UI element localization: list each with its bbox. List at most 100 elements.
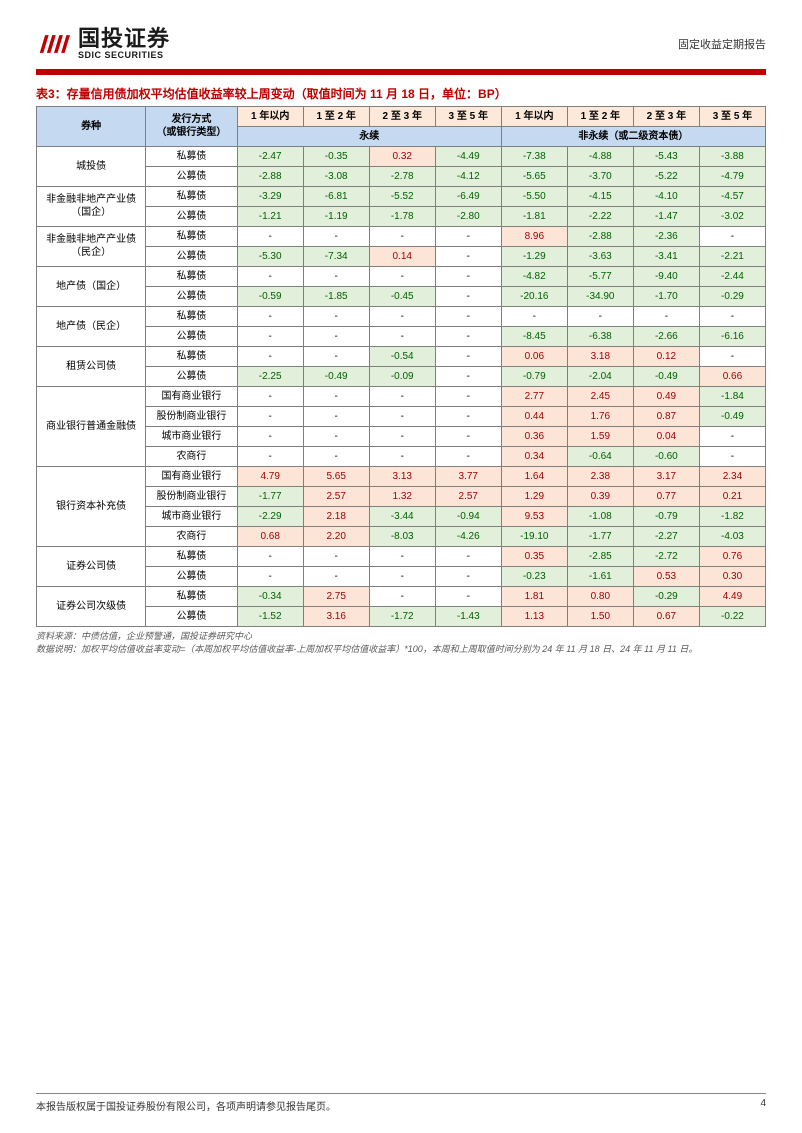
data-cell: -4.03	[699, 526, 765, 546]
data-cell: -	[237, 226, 303, 246]
data-cell: -	[435, 306, 501, 326]
table-row: 租赁公司债私募债---0.54-0.063.180.12-	[37, 346, 766, 366]
category-cell: 地产债（民企）	[37, 306, 146, 346]
data-cell: -2.21	[699, 246, 765, 266]
data-cell: 0.36	[501, 426, 567, 446]
data-cell: -2.29	[237, 506, 303, 526]
data-cell: 0.49	[633, 386, 699, 406]
data-cell: -0.79	[633, 506, 699, 526]
category-cell: 商业银行普通金融债	[37, 386, 146, 466]
data-cell: 0.35	[501, 546, 567, 566]
th-tenor-p-2: 2 至 3 年	[369, 106, 435, 126]
data-cell: -	[303, 406, 369, 426]
subtype-cell: 公募债	[146, 606, 237, 626]
data-cell: -3.29	[237, 186, 303, 206]
data-cell: -3.44	[369, 506, 435, 526]
data-cell: 1.29	[501, 486, 567, 506]
data-cell: -	[699, 306, 765, 326]
category-cell: 证券公司债	[37, 546, 146, 586]
category-cell: 租赁公司债	[37, 346, 146, 386]
data-cell: -	[237, 346, 303, 366]
report-type: 固定收益定期报告	[678, 36, 766, 52]
data-cell: -	[633, 306, 699, 326]
subtype-cell: 私募债	[146, 226, 237, 246]
data-cell: -2.22	[567, 206, 633, 226]
data-cell: 0.77	[633, 486, 699, 506]
data-cell: 0.12	[633, 346, 699, 366]
category-cell: 非金融非地产产业债（民企）	[37, 226, 146, 266]
data-cell: -2.66	[633, 326, 699, 346]
data-cell: 0.80	[567, 586, 633, 606]
data-cell: -5.77	[567, 266, 633, 286]
data-cell: 1.81	[501, 586, 567, 606]
data-cell: -	[369, 406, 435, 426]
table-row: 地产债（国企）私募债-----4.82-5.77-9.40-2.44	[37, 266, 766, 286]
table-row: 公募债-2.88-3.08-2.78-4.12-5.65-3.70-5.22-4…	[37, 166, 766, 186]
data-cell: 0.32	[369, 146, 435, 166]
table-row: 股份制商业银行-1.772.571.322.571.290.390.770.21	[37, 486, 766, 506]
data-cell: 0.34	[501, 446, 567, 466]
data-cell: 0.87	[633, 406, 699, 426]
table-row: 股份制商业银行----0.441.760.87-0.49	[37, 406, 766, 426]
subtype-cell: 公募债	[146, 286, 237, 306]
data-cell: -	[435, 586, 501, 606]
data-cell: -0.79	[501, 366, 567, 386]
data-cell: -4.79	[699, 166, 765, 186]
subtype-cell: 国有商业银行	[146, 386, 237, 406]
th-tenor-p-1: 1 至 2 年	[303, 106, 369, 126]
data-cell: -	[699, 226, 765, 246]
data-cell: -2.85	[567, 546, 633, 566]
table-row: 证券公司债私募债----0.35-2.85-2.720.76	[37, 546, 766, 566]
data-cell: 2.20	[303, 526, 369, 546]
data-cell: 0.53	[633, 566, 699, 586]
data-cell: -	[237, 386, 303, 406]
data-cell: -	[369, 566, 435, 586]
data-cell: -5.22	[633, 166, 699, 186]
data-cell: 0.39	[567, 486, 633, 506]
data-cell: -	[567, 306, 633, 326]
data-cell: -2.04	[567, 366, 633, 386]
data-cell: -5.43	[633, 146, 699, 166]
table-row: 公募债-5.30-7.340.14--1.29-3.63-3.41-2.21	[37, 246, 766, 266]
data-cell: -0.34	[237, 586, 303, 606]
data-cell: -	[435, 226, 501, 246]
th-group-perp: 永续	[237, 126, 501, 146]
table-row: 证券公司次级债私募债-0.342.75--1.810.80-0.294.49	[37, 586, 766, 606]
category-cell: 城投债	[37, 146, 146, 186]
table-row: 公募债-1.21-1.19-1.78-2.80-1.81-2.22-1.47-3…	[37, 206, 766, 226]
data-cell: 2.34	[699, 466, 765, 486]
page-footer: 本报告版权属于国投证券股份有限公司，各项声明请参见报告尾页。 4	[36, 1093, 766, 1113]
subtype-cell: 农商行	[146, 526, 237, 546]
th-tenor-n-2: 2 至 3 年	[633, 106, 699, 126]
data-cell: -6.38	[567, 326, 633, 346]
data-cell: -	[501, 306, 567, 326]
data-cell: -8.03	[369, 526, 435, 546]
data-cell: -0.94	[435, 506, 501, 526]
data-cell: 1.50	[567, 606, 633, 626]
data-cell: -5.30	[237, 246, 303, 266]
footnote-1: 资料来源：中债估值，企业预警通，国投证券研究中心	[36, 630, 766, 643]
table-row: 商业银行普通金融债国有商业银行----2.772.450.49-1.84	[37, 386, 766, 406]
table-title: 表3：存量信用债加权平均估值收益率较上周变动（取值时间为 11 月 18 日，单…	[36, 85, 766, 102]
data-cell: -4.10	[633, 186, 699, 206]
data-cell: 0.76	[699, 546, 765, 566]
data-cell: 3.18	[567, 346, 633, 366]
data-cell: 1.76	[567, 406, 633, 426]
subtype-cell: 公募债	[146, 326, 237, 346]
data-cell: -	[435, 426, 501, 446]
data-cell: -2.36	[633, 226, 699, 246]
data-cell: -19.10	[501, 526, 567, 546]
th-subtype: 发行方式（或银行类型）	[146, 106, 237, 146]
data-cell: -1.52	[237, 606, 303, 626]
page-number: 4	[760, 1098, 766, 1113]
data-cell: 1.13	[501, 606, 567, 626]
data-cell: -0.23	[501, 566, 567, 586]
data-cell: -3.41	[633, 246, 699, 266]
header-red-bar	[36, 69, 766, 75]
data-cell: 4.79	[237, 466, 303, 486]
data-cell: -1.29	[501, 246, 567, 266]
th-tenor-n-3: 3 至 5 年	[699, 106, 765, 126]
data-cell: 0.44	[501, 406, 567, 426]
data-cell: -1.43	[435, 606, 501, 626]
data-cell: -	[237, 546, 303, 566]
